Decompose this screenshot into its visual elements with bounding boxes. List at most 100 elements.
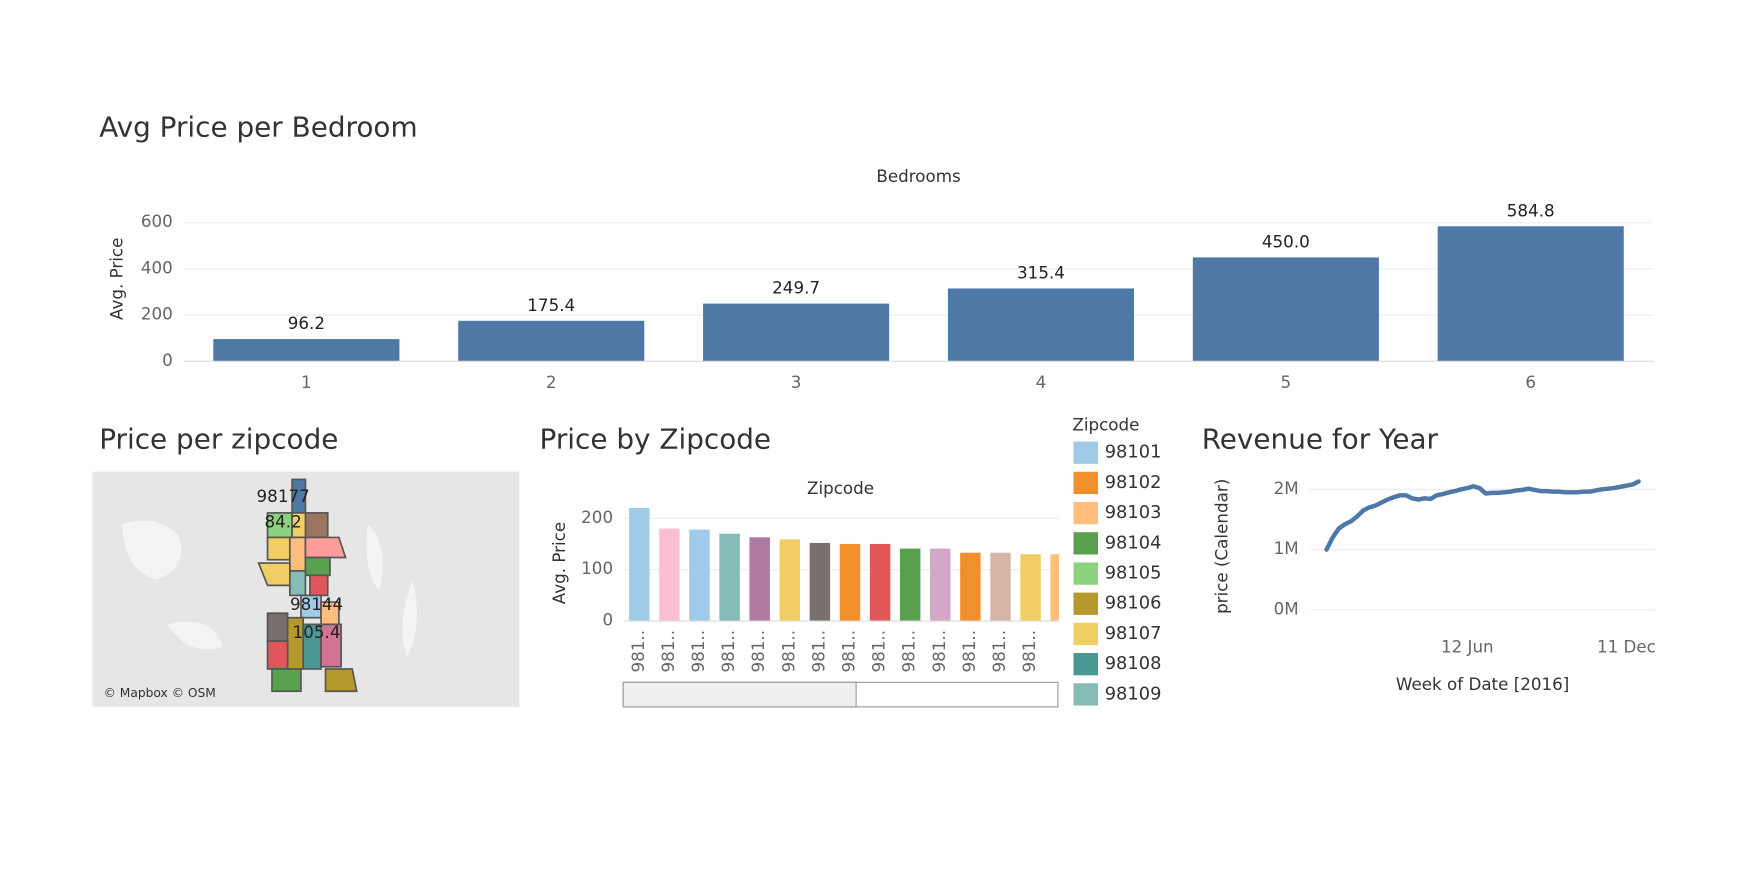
y-tick-label: 400 [141, 257, 173, 277]
y-tick-label: 200 [581, 507, 613, 527]
legend-swatch [1073, 562, 1099, 585]
legend-swatch [1073, 441, 1099, 464]
y-axis-title: Avg. Price [107, 238, 127, 320]
bar [458, 320, 645, 362]
x-tick-label: 5 [1281, 372, 1292, 392]
value-label: 315.4 [1017, 262, 1065, 282]
x-axis-title: Week of Date [2016] [1396, 674, 1569, 694]
map-title: Price per zipcode [99, 422, 338, 455]
legend-swatch [1073, 683, 1099, 706]
bar [749, 537, 770, 622]
legend-label: 98108 [1105, 653, 1162, 674]
bars [629, 508, 1060, 622]
x-tick-label: 981.. [778, 630, 798, 673]
bar [703, 303, 890, 362]
bar [930, 548, 951, 622]
map-panel [92, 471, 520, 707]
bar [960, 552, 981, 622]
bar [659, 528, 680, 622]
y-tick-label: 0 [602, 610, 613, 630]
x-tick-label: 981.. [838, 630, 858, 673]
value-label: 96.2 [288, 313, 325, 333]
bar [1020, 554, 1041, 622]
y-axis-title: Avg. Price [549, 522, 569, 604]
x-tick-label: 981.. [658, 630, 678, 673]
legend-swatch [1073, 622, 1099, 646]
x-axis-title: Zipcode [807, 478, 874, 498]
bar [213, 339, 400, 362]
legend-swatch [1073, 653, 1099, 676]
x-tick-label: 981.. [748, 630, 768, 673]
y-tick-label: 200 [141, 304, 173, 324]
map-water [122, 520, 417, 658]
y-axis-title: price (Calendar) [1211, 479, 1231, 614]
bars [213, 226, 1624, 362]
bar [990, 552, 1011, 622]
x-tick-label: 981.. [929, 630, 949, 673]
bar [629, 508, 650, 622]
value-label: 584.8 [1507, 200, 1555, 220]
map-value: 105.4 [293, 622, 341, 642]
bar [779, 539, 801, 622]
legend-swatch [1073, 471, 1099, 495]
y-tick-label: 600 [141, 211, 173, 231]
legend-label: 98107 [1105, 623, 1162, 644]
value-label: 249.7 [772, 278, 820, 298]
line [1324, 479, 1641, 552]
x-tick-label: 981.. [959, 630, 979, 673]
map-value: 84.2 [265, 511, 302, 531]
map-attribution: © Mapbox © OSM [104, 686, 216, 700]
x-tick-label: 2 [546, 372, 557, 392]
x-tick-label: 981.. [718, 630, 738, 673]
x-tick-label: 981.. [869, 630, 889, 673]
legend-title: Zipcode [1072, 414, 1139, 434]
x-tick-label: 981.. [1019, 630, 1039, 673]
x-tick-label: 11 Dec [1597, 636, 1656, 656]
bar [689, 529, 710, 622]
bar [839, 543, 861, 622]
bar [869, 543, 891, 622]
bar [947, 288, 1135, 362]
x-tick-label: 981.. [688, 630, 708, 673]
x-tick-label: 3 [791, 372, 802, 392]
map-zipcode: 98144 [290, 594, 343, 614]
scrollbar-thumb[interactable] [622, 681, 857, 708]
bar [899, 548, 921, 622]
legend-label: 98104 [1105, 532, 1162, 553]
legend-label: 98101 [1105, 442, 1162, 463]
x-tick-label: 981.. [989, 630, 1009, 673]
value-label: 450.0 [1262, 231, 1310, 251]
bar [1050, 554, 1060, 622]
legend-label: 98102 [1105, 472, 1162, 493]
legend-swatch [1073, 592, 1099, 615]
legend-swatch [1073, 532, 1099, 555]
chart-title: Avg Price per Bedroom [99, 110, 417, 143]
legend-label: 98106 [1105, 593, 1162, 614]
legend-label: 98105 [1105, 563, 1162, 584]
x-tick-label: 981.. [628, 630, 648, 673]
x-tick-label: 4 [1036, 372, 1047, 392]
y-tick-label: 0M [1274, 598, 1299, 618]
chart-title: Price by Zipcode [540, 422, 772, 455]
x-tick-label: 1 [301, 372, 312, 392]
chart-title: Revenue for Year [1202, 422, 1439, 455]
y-tick-label: 100 [581, 558, 613, 578]
bar [1192, 257, 1379, 362]
x-tick-label: 981.. [808, 630, 828, 673]
bar [719, 533, 740, 622]
map-zipcode: 98177 [257, 486, 310, 506]
bar [1437, 226, 1624, 362]
x-tick-label: 6 [1525, 372, 1536, 392]
y-tick-label: 2M [1274, 478, 1299, 498]
bar [809, 542, 831, 622]
x-tick-label: 12 Jun [1441, 636, 1494, 656]
legend-label: 98109 [1105, 683, 1162, 704]
x-axis-title: Bedrooms [876, 166, 960, 186]
legend-swatch [1073, 501, 1099, 525]
y-tick-label: 0 [162, 350, 173, 370]
value-label: 175.4 [527, 295, 575, 315]
y-tick-label: 1M [1274, 538, 1299, 558]
x-tick-label: 981.. [899, 630, 919, 673]
